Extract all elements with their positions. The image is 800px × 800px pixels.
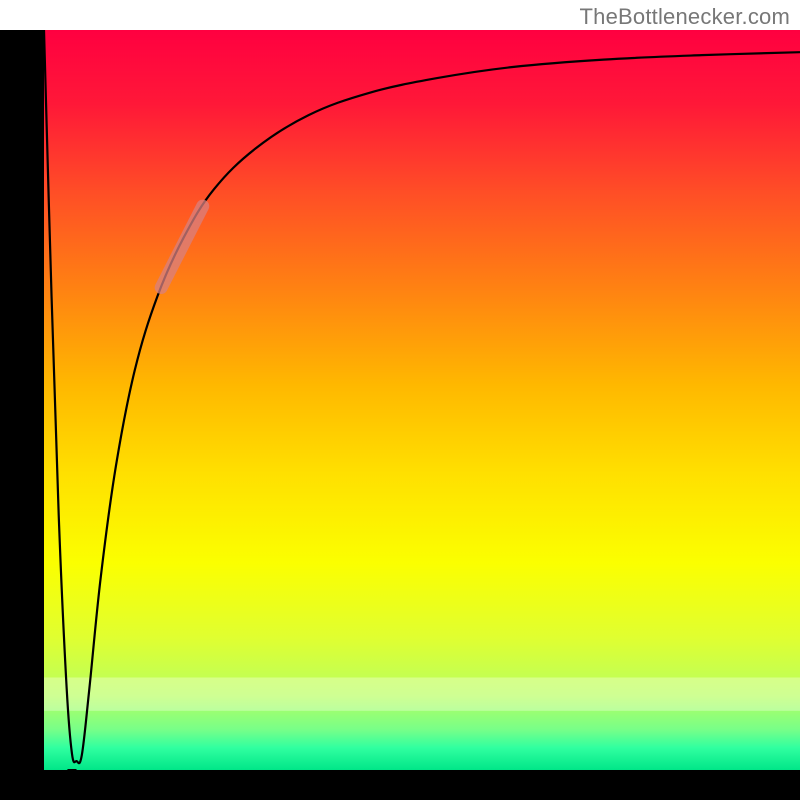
bottleneck-plot-area: [0, 30, 800, 800]
watermark-label: TheBottlenecker.com: [580, 4, 790, 30]
bottleneck-chart-container: TheBottlenecker.com: [0, 0, 800, 800]
curve-bottom-notch: [67, 769, 76, 774]
pale-band: [44, 678, 800, 711]
plot-gradient-bg: [44, 30, 800, 770]
bottleneck-svg: [0, 30, 800, 800]
